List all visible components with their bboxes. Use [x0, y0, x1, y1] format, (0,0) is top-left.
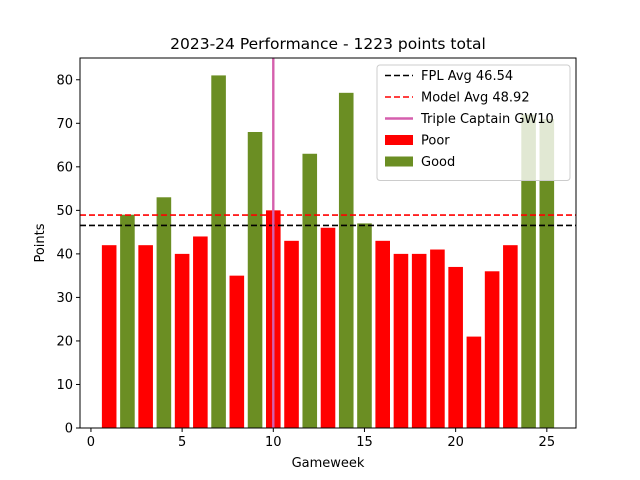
bar-gw-4 — [156, 197, 172, 428]
chart-title: 2023-24 Performance - 1223 points total — [170, 35, 486, 53]
bar-gw-14 — [338, 92, 354, 428]
bar-gw-22 — [484, 271, 500, 428]
y-tick-label: 0 — [65, 422, 73, 437]
bar-gw-11 — [284, 240, 299, 428]
bar-gw-6 — [193, 236, 208, 428]
bar-gw-17 — [393, 253, 409, 428]
bar-gw-23 — [503, 245, 518, 428]
legend-entry-label: Good — [421, 155, 455, 170]
x-tick-label: 5 — [178, 435, 186, 450]
bar-gw-3 — [138, 245, 153, 428]
bar-gw-16 — [375, 240, 390, 428]
legend-patch-swatch — [385, 135, 413, 145]
bar-gw-15 — [357, 223, 372, 428]
legend: FPL Avg 46.54 Model Avg 48.92 Triple Capta… — [376, 64, 571, 181]
y-tick-label: 50 — [56, 204, 73, 219]
y-tick-label: 80 — [56, 73, 73, 88]
plot-area-frame — [79, 57, 577, 429]
x-tick-label: 15 — [356, 435, 373, 450]
x-tick-label: 25 — [539, 435, 556, 450]
y-tick-label: 10 — [56, 378, 73, 393]
bar-gw-1 — [101, 245, 117, 428]
x-tick-label: 0 — [87, 435, 95, 450]
bar-gw-12 — [302, 153, 318, 428]
bar-gw-19 — [430, 249, 445, 428]
x-axis-label: Gameweek — [292, 456, 365, 471]
y-tick-label: 30 — [56, 291, 73, 306]
y-tick-label: 70 — [56, 117, 73, 132]
bar-gw-2 — [120, 214, 135, 428]
bar-gw-7 — [211, 75, 226, 428]
bar-gw-25 — [539, 118, 555, 428]
reference-lines-group — [80, 58, 576, 428]
legend-entry-label: Triple Captain GW10 — [420, 112, 554, 127]
bars-group — [101, 75, 555, 428]
x-axis-ticks: 0 5 10 15 20 25 — [87, 428, 555, 450]
legend-entry-label: FPL Avg 46.54 — [421, 69, 513, 84]
x-tick-label: 10 — [265, 435, 282, 450]
legend-entry-label: Poor — [421, 134, 450, 149]
bar-gw-21 — [466, 336, 482, 428]
legend-entry-label: Model Avg 48.92 — [421, 91, 530, 106]
x-tick-label: 20 — [447, 435, 464, 450]
bar-gw-9 — [247, 132, 263, 428]
bar-gw-24 — [521, 114, 536, 428]
y-tick-label: 60 — [56, 160, 73, 175]
y-tick-label: 40 — [56, 247, 73, 262]
bar-gw-5 — [174, 253, 190, 428]
y-axis-label: Points — [33, 223, 48, 262]
bar-gw-13 — [320, 227, 336, 428]
y-tick-label: 20 — [56, 334, 73, 349]
y-axis-ticks: 0 10 20 30 40 50 60 70 80 — [56, 73, 80, 437]
legend-patch-swatch — [385, 156, 413, 167]
bar-gw-8 — [229, 275, 245, 428]
bar-gw-20 — [448, 266, 463, 428]
bar-gw-18 — [411, 253, 427, 428]
legend-frame — [376, 64, 571, 181]
